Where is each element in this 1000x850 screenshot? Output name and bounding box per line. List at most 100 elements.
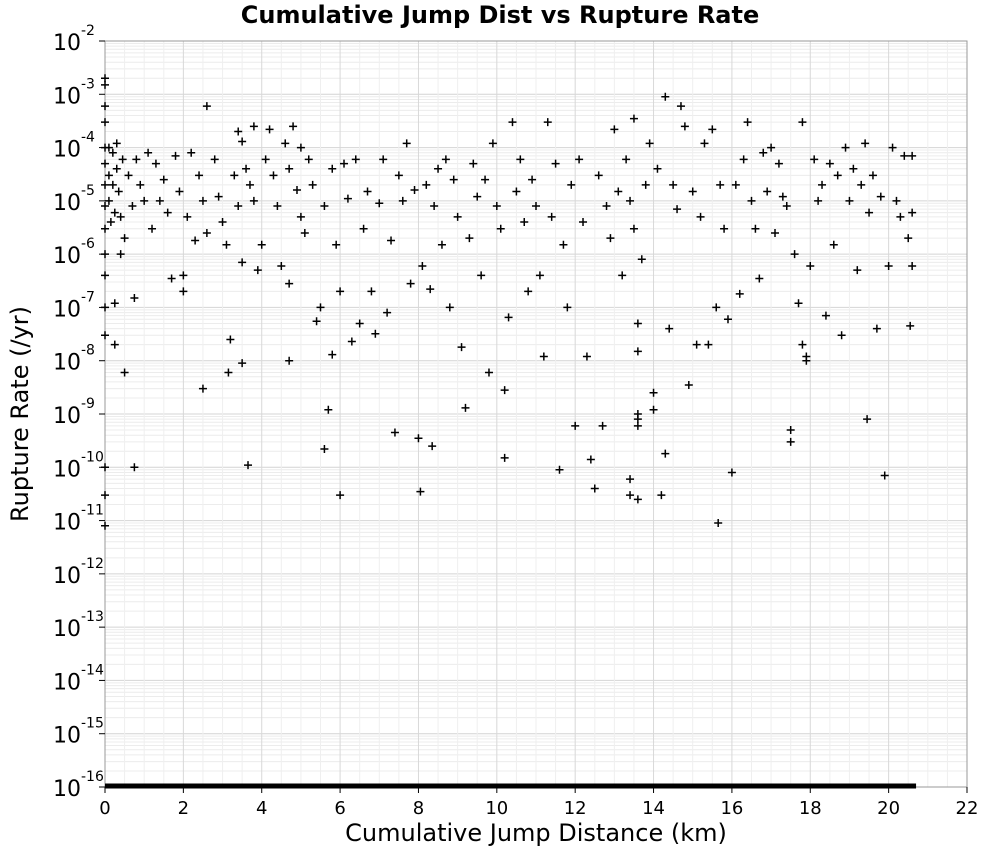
data-point — [116, 250, 125, 259]
data-point — [731, 180, 740, 189]
data-point — [516, 155, 525, 164]
data-point — [118, 155, 127, 164]
data-point — [496, 224, 505, 233]
data-point — [289, 122, 298, 131]
data-point — [234, 127, 243, 136]
data-point — [551, 159, 560, 168]
data-point — [543, 118, 552, 127]
data-point — [434, 164, 443, 173]
data-point — [712, 303, 721, 312]
data-point — [428, 442, 437, 451]
data-point — [155, 196, 164, 205]
data-point — [171, 151, 180, 160]
x-tick-label: 14 — [642, 798, 665, 819]
data-point — [320, 445, 329, 454]
data-point — [281, 139, 290, 148]
data-point — [586, 455, 595, 464]
data-point — [492, 202, 501, 211]
data-point — [101, 224, 109, 233]
x-tick-label: 16 — [720, 798, 743, 819]
data-point — [116, 212, 125, 221]
data-point — [104, 143, 113, 152]
data-point — [778, 192, 787, 201]
data-point — [130, 463, 139, 472]
data-point — [610, 125, 619, 134]
x-axis-label: Cumulative Jump Distance (km) — [345, 819, 727, 847]
data-point — [763, 187, 772, 196]
data-point — [863, 415, 872, 424]
y-tick-label: 10 — [53, 404, 81, 429]
y-tick-label: 10 — [53, 84, 81, 109]
data-point — [398, 196, 407, 205]
data-point — [112, 139, 121, 148]
data-point — [257, 240, 266, 249]
x-axis-ticks: 0 2 4 6 8 10 12 14 16 18 20 22 — [99, 787, 978, 819]
y-tick-exponent: -5 — [81, 183, 95, 199]
data-point — [771, 228, 780, 237]
data-point — [363, 187, 372, 196]
data-point — [794, 299, 803, 308]
data-point — [633, 319, 642, 328]
data-point — [106, 218, 115, 227]
data-point — [806, 261, 815, 270]
data-point — [669, 180, 678, 189]
y-tick-label: 10 — [53, 564, 81, 589]
data-point — [101, 180, 109, 189]
data-point — [230, 171, 239, 180]
data-point — [202, 102, 211, 111]
data-point — [104, 171, 113, 180]
data-point — [665, 324, 674, 333]
data-point — [500, 386, 509, 395]
data-point — [841, 143, 850, 152]
data-point — [563, 303, 572, 312]
data-point — [261, 155, 270, 164]
y-tick-exponent: -15 — [81, 716, 104, 732]
data-point — [238, 359, 247, 368]
data-point — [633, 347, 642, 356]
data-point — [222, 240, 231, 249]
data-point — [101, 331, 109, 340]
data-point — [285, 356, 294, 365]
data-point — [488, 139, 497, 148]
y-tick-label: 10 — [53, 617, 81, 642]
data-point — [559, 240, 568, 249]
data-point — [798, 118, 807, 127]
data-point — [112, 164, 121, 173]
data-point — [653, 164, 662, 173]
data-point — [304, 155, 313, 164]
y-tick-exponent: -7 — [81, 289, 95, 305]
data-point — [110, 208, 119, 217]
data-point — [308, 180, 317, 189]
x-tick-label: 12 — [564, 798, 587, 819]
data-point — [626, 491, 635, 500]
data-point — [183, 212, 192, 221]
data-point — [101, 521, 109, 530]
data-point — [633, 421, 642, 430]
data-point — [727, 468, 736, 477]
data-point — [285, 279, 294, 288]
data-point — [469, 159, 478, 168]
x-tick-label: 20 — [877, 798, 900, 819]
data-point — [179, 287, 188, 296]
data-point — [786, 426, 795, 435]
data-point — [818, 180, 827, 189]
data-point — [735, 289, 744, 298]
data-point — [594, 171, 603, 180]
data-point — [249, 196, 258, 205]
data-point — [688, 187, 697, 196]
data-point — [906, 321, 915, 330]
data-point — [676, 102, 685, 111]
data-point — [555, 465, 564, 474]
y-tick-exponent: -8 — [81, 343, 95, 359]
data-point — [571, 421, 580, 430]
x-tick-label: 8 — [413, 798, 424, 819]
data-point — [673, 205, 682, 214]
y-tick-exponent: -13 — [81, 609, 104, 625]
data-point — [101, 159, 109, 168]
data-point — [387, 236, 396, 245]
data-point — [273, 202, 282, 211]
data-point — [324, 405, 333, 414]
data-point — [637, 255, 646, 264]
data-point — [716, 180, 725, 189]
data-point — [277, 261, 286, 270]
